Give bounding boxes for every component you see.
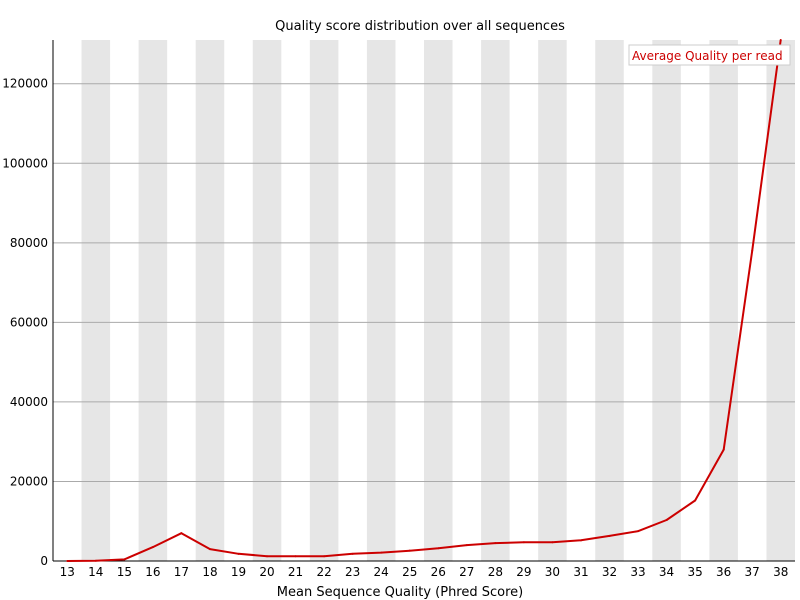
x-tick-label-14: 14	[88, 565, 103, 579]
stripe-22	[309, 40, 339, 561]
x-tick-label-15: 15	[117, 565, 132, 579]
x-tick-label-34: 34	[659, 565, 674, 579]
y-tick-label-40000: 40000	[10, 395, 48, 409]
data-point-35	[694, 499, 697, 502]
background-stripes	[81, 40, 795, 561]
stripe-30	[538, 40, 567, 561]
x-tick-label-36: 36	[716, 565, 731, 579]
data-point-15	[123, 558, 126, 561]
x-tick-label-27: 27	[459, 565, 474, 579]
x-tick-label-21: 21	[288, 565, 303, 579]
data-point-22	[323, 555, 326, 558]
legend-item-average-quality: Average Quality per read	[632, 49, 783, 63]
stripe-20	[252, 40, 282, 561]
gridlines	[53, 83, 795, 482]
stripe-16	[138, 40, 168, 561]
stripe-18	[195, 40, 225, 561]
x-tick-label-26: 26	[431, 565, 446, 579]
data-point-24	[380, 551, 383, 554]
y-tick-label-60000: 60000	[10, 315, 48, 329]
series-line-0	[67, 39, 782, 562]
x-tick-label-30: 30	[545, 565, 560, 579]
data-point-25	[408, 549, 411, 552]
data-point-18	[208, 548, 211, 551]
data-point-36	[722, 448, 725, 451]
stripe-32	[595, 40, 624, 561]
x-tick-label-24: 24	[374, 565, 389, 579]
series-lines	[66, 39, 782, 562]
stripe-26	[424, 40, 453, 561]
x-tick-label-23: 23	[345, 565, 360, 579]
data-point-14	[94, 559, 97, 562]
data-point-33	[637, 530, 640, 533]
x-axis-ticks: 13 14 15 16 17 18 19 20 21 22 23 24 25 26 27 28 29 30 31 32…	[60, 565, 789, 579]
stripe-14	[81, 40, 111, 561]
data-point-28	[494, 542, 497, 545]
chart-title: Quality score distribution over all sequ…	[275, 19, 565, 34]
axes	[52, 40, 795, 562]
data-point-16	[151, 546, 154, 549]
x-tick-label-25: 25	[402, 565, 417, 579]
data-point-27	[465, 544, 468, 547]
data-point-37	[751, 249, 754, 252]
data-point-19	[237, 552, 240, 555]
data-point-31	[579, 539, 582, 542]
legend-box	[628, 44, 791, 66]
x-tick-label-29: 29	[516, 565, 531, 579]
stripe-34	[652, 40, 681, 561]
x-tick-label-17: 17	[174, 565, 189, 579]
x-tick-label-33: 33	[630, 565, 645, 579]
x-tick-label-16: 16	[145, 565, 160, 579]
x-axis-label: Mean Sequence Quality (Phred Score)	[277, 585, 523, 600]
stripe-24	[366, 40, 396, 561]
data-point-38	[779, 39, 782, 41]
data-point-29	[522, 541, 525, 544]
stripe-28	[481, 40, 510, 561]
data-point-21	[294, 555, 297, 558]
data-point-17	[180, 532, 183, 535]
data-point-23	[351, 552, 354, 555]
x-tick-label-13: 13	[60, 565, 75, 579]
y-tick-label-100000: 100000	[2, 156, 48, 170]
y-tick-label-80000: 80000	[10, 236, 48, 250]
data-point-34	[665, 519, 668, 522]
data-point-32	[608, 534, 611, 537]
x-tick-label-35: 35	[687, 565, 702, 579]
x-tick-label-19: 19	[231, 565, 246, 579]
y-tick-label-20000: 20000	[10, 474, 48, 488]
x-tick-label-18: 18	[202, 565, 217, 579]
stripe-38	[766, 40, 795, 561]
data-point-20	[266, 555, 269, 558]
x-tick-label-37: 37	[745, 565, 760, 579]
y-axis-ticks: 0 20000 40000 60000 80000 100000 120000	[2, 77, 48, 568]
legend: Average Quality per read	[628, 44, 791, 66]
x-tick-label-38: 38	[773, 565, 788, 579]
data-point-26	[437, 547, 440, 550]
y-tick-label-120000: 120000	[2, 77, 48, 91]
x-tick-label-22: 22	[316, 565, 331, 579]
x-tick-label-31: 31	[573, 565, 588, 579]
x-tick-label-32: 32	[602, 565, 617, 579]
data-point-13	[66, 560, 69, 562]
y-tick-label-0: 0	[40, 554, 48, 568]
data-point-30	[551, 541, 554, 544]
x-tick-label-28: 28	[488, 565, 503, 579]
x-tick-label-20: 20	[259, 565, 274, 579]
stripe-36	[709, 40, 738, 561]
